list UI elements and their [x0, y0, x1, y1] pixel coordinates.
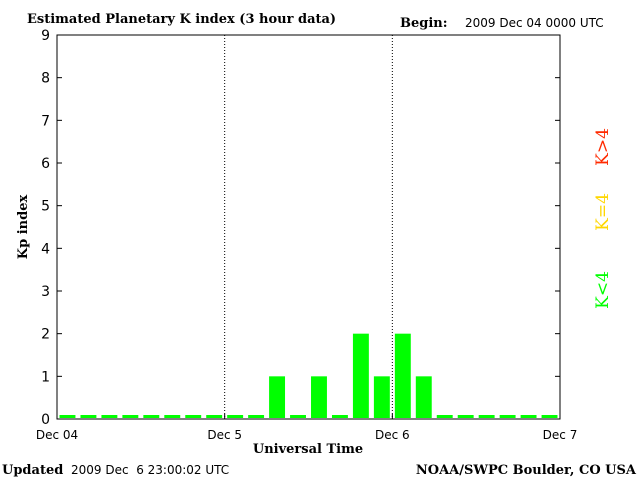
y-axis-label: Kp index	[16, 195, 31, 260]
kp-bar	[373, 376, 390, 418]
credit-text: NOAA/SWPC Boulder, CO USA	[416, 463, 637, 478]
y-tick-label: 0	[41, 412, 50, 428]
kp-bar	[331, 415, 348, 418]
begin-value: 2009 Dec 04 0000 UTC	[465, 16, 604, 30]
kp-bar	[415, 376, 432, 418]
kp-bar	[248, 415, 265, 418]
x-tick-label: Dec 04	[36, 428, 78, 442]
kp-bar	[311, 376, 327, 418]
kp-bar	[499, 415, 516, 418]
y-tick-label: 7	[41, 113, 50, 129]
y-tick-label: 2	[41, 327, 50, 343]
plot-area	[56, 34, 561, 420]
day-dividers	[224, 35, 393, 419]
kp-bar	[541, 415, 558, 418]
updated-label: Updated	[2, 463, 63, 478]
y-axis-ticks: 0 1 2 3 4 5 6 7 8 9	[41, 28, 560, 428]
y-tick-label: 3	[41, 284, 50, 300]
x-axis-ticks: Dec 04 Dec 5 Dec 6 Dec 7	[36, 414, 577, 442]
kp-bar	[227, 415, 244, 418]
y-tick-label: 1	[41, 369, 50, 385]
plot-border	[56, 34, 561, 420]
x-tick-label: Dec 6	[375, 428, 410, 442]
kp-bar	[290, 415, 306, 418]
kp-bar	[206, 415, 223, 418]
legend: K<4 K=4 K>4	[593, 128, 613, 309]
chart-title: Estimated Planetary K index (3 hour data…	[27, 12, 336, 27]
x-axis-label: Universal Time	[253, 442, 363, 457]
y-tick-label: 4	[41, 241, 50, 257]
kp-bar	[436, 415, 453, 418]
kp-bar	[59, 415, 76, 418]
kp-bar	[122, 415, 139, 418]
y-tick-label: 9	[41, 28, 50, 44]
kp-bar	[101, 415, 118, 418]
y-tick-label: 5	[41, 199, 50, 215]
legend-entry: K=4	[593, 193, 613, 231]
legend-entry: K<4	[593, 271, 613, 309]
kp-bar	[457, 415, 474, 418]
updated-value: 2009 Dec 6 23:00:02 UTC	[71, 463, 229, 477]
bar-series	[59, 333, 558, 418]
kp-bar	[352, 333, 369, 418]
kp-bar	[164, 415, 181, 418]
kp-bar	[143, 415, 160, 418]
kp-bar	[185, 415, 202, 418]
kp-bar	[394, 333, 411, 418]
kp-bar	[520, 415, 537, 418]
y-tick-label: 6	[41, 156, 50, 172]
kp-bar	[269, 376, 286, 418]
y-tick-label: 8	[41, 71, 50, 87]
kp-bar	[478, 415, 495, 418]
x-tick-label: Dec 7	[543, 428, 578, 442]
x-tick-label: Dec 5	[207, 428, 242, 442]
begin-label: Begin:	[400, 16, 448, 31]
legend-entry: K>4	[593, 128, 613, 166]
kp-bar	[80, 415, 97, 418]
